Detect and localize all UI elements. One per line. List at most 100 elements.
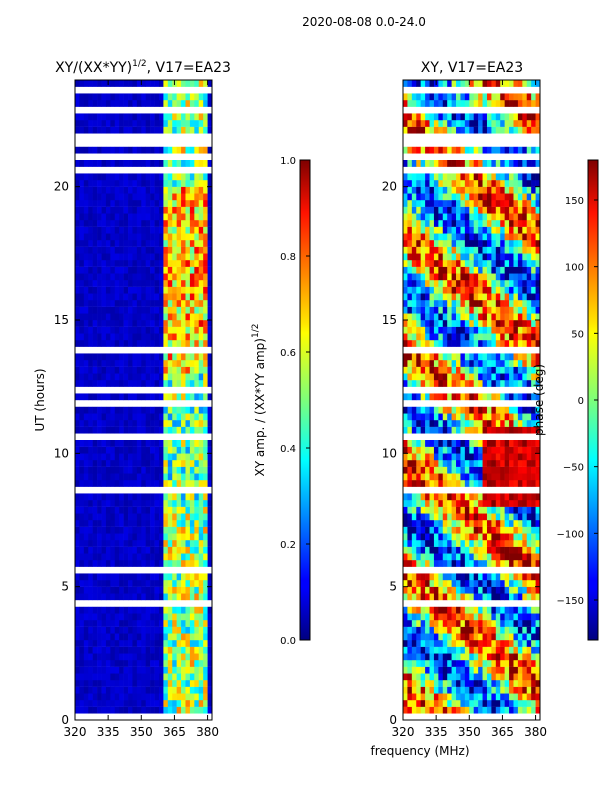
amplitude-cell	[203, 513, 208, 521]
phase-cell	[407, 686, 413, 694]
amplitude-cell	[92, 660, 98, 667]
phase-cell	[473, 360, 479, 367]
phase-cell	[517, 253, 523, 261]
phase-cell	[451, 673, 457, 681]
phase-cell	[442, 513, 448, 521]
amplitude-cell	[136, 440, 142, 447]
phase-cell	[535, 666, 541, 674]
phase-cell	[425, 353, 430, 361]
amplitude-cell	[83, 660, 89, 667]
amplitude-cell	[207, 686, 213, 694]
amplitude-cell	[92, 620, 98, 627]
amplitude-cell	[75, 186, 80, 194]
amplitude-cell	[207, 693, 213, 701]
amplitude-cell	[132, 333, 138, 341]
amplitude-cell	[145, 466, 151, 474]
amplitude-cell	[203, 640, 208, 647]
phase-cell	[469, 500, 475, 507]
phase-cell	[535, 306, 541, 314]
amplitude-cell	[128, 526, 133, 534]
amplitude-cell	[110, 226, 116, 234]
amplitude-cell	[158, 273, 164, 281]
phase-cell	[531, 633, 536, 641]
phase-cell	[491, 620, 497, 627]
phase-cell	[425, 413, 430, 421]
amplitude-cell	[150, 266, 155, 274]
phase-cell	[517, 380, 523, 387]
amplitude-cell	[132, 213, 138, 221]
phase-cell	[425, 300, 430, 307]
amplitude-cell	[145, 666, 151, 674]
amplitude-cell	[123, 613, 129, 621]
amplitude-cell	[141, 146, 147, 154]
amplitude-cell	[167, 286, 173, 294]
amplitude-cell	[203, 206, 208, 214]
amplitude-cell	[119, 693, 124, 701]
amplitude-cell	[114, 246, 120, 254]
phase-cell	[456, 606, 461, 614]
amplitude-cell	[176, 706, 182, 714]
amplitude-cell	[75, 93, 80, 101]
amplitude-cell	[97, 220, 102, 227]
amplitude-cell	[114, 286, 120, 294]
phase-cell	[425, 186, 430, 194]
phase-cell	[442, 126, 448, 134]
amplitude-cell	[83, 446, 89, 454]
amplitude-cell	[203, 606, 208, 614]
phase-cell	[491, 420, 497, 427]
amplitude-cell	[128, 360, 133, 367]
amplitude-cell	[189, 706, 195, 714]
phase-cell	[517, 273, 523, 281]
amplitude-cell	[141, 180, 147, 187]
amplitude-cell	[128, 593, 133, 601]
phase-cell	[526, 200, 532, 207]
phase-cell	[403, 586, 408, 594]
amplitude-cell	[172, 413, 177, 421]
amplitude-cell	[128, 240, 133, 247]
phase-cell	[513, 440, 519, 447]
phase-cell	[451, 613, 457, 621]
phase-cell	[517, 660, 523, 667]
amplitude-cell	[163, 446, 169, 454]
amplitude-cell	[128, 380, 133, 387]
phase-cell	[517, 393, 523, 401]
amplitude-cell	[158, 640, 164, 647]
amplitude-cell	[119, 586, 124, 594]
phase-cell	[531, 233, 536, 241]
amplitude-cell	[172, 553, 177, 561]
phase-cell	[478, 320, 483, 327]
phase-cell	[438, 393, 444, 401]
amplitude-cell	[97, 520, 102, 527]
phase-cell	[460, 240, 466, 247]
phase-cell	[425, 340, 430, 347]
phase-cell	[416, 633, 421, 641]
amplitude-cell	[97, 253, 102, 261]
phase-cell	[526, 360, 532, 367]
amplitude-cell	[172, 520, 177, 527]
amplitude-cell	[123, 593, 129, 601]
amplitude-cell	[136, 480, 142, 487]
phase-cell	[509, 353, 514, 361]
amplitude-cell	[150, 320, 155, 327]
phase-cell	[442, 366, 448, 374]
phase-cell	[429, 466, 435, 474]
phase-cell	[504, 180, 510, 187]
phase-cell	[535, 633, 541, 641]
amplitude-cell	[123, 573, 129, 581]
amplitude-cell	[128, 613, 133, 621]
phase-cell	[491, 333, 497, 341]
phase-cell	[522, 146, 528, 154]
phase-cell	[464, 706, 470, 714]
amplitude-cell	[189, 160, 195, 167]
amplitude-cell	[141, 653, 147, 661]
amplitude-cell	[141, 313, 147, 321]
phase-cell	[509, 673, 514, 681]
phase-cell	[495, 380, 501, 387]
amplitude-cell	[145, 120, 151, 127]
phase-cell	[420, 540, 426, 547]
phase-cell	[420, 253, 426, 261]
phase-cell	[500, 160, 505, 167]
amplitude-cell	[101, 306, 107, 314]
phase-cell	[429, 500, 435, 507]
